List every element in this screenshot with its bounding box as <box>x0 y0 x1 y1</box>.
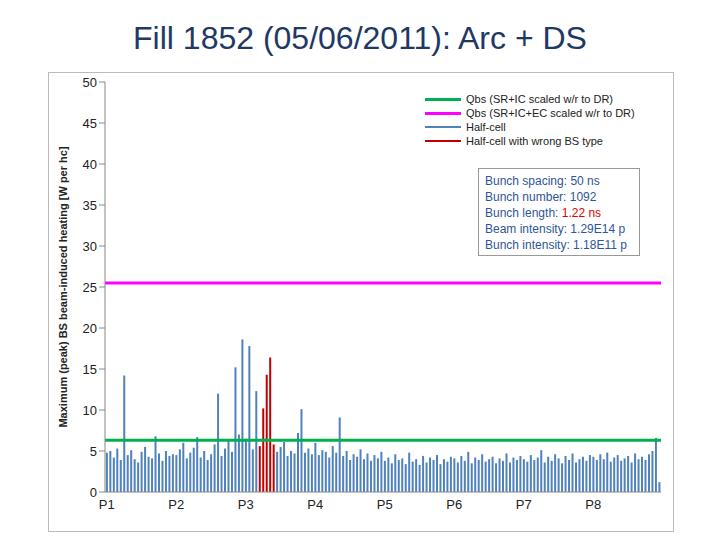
svg-text:30: 30 <box>83 239 97 254</box>
svg-text:5: 5 <box>90 444 97 459</box>
svg-text:P1: P1 <box>99 497 115 512</box>
svg-text:40: 40 <box>83 157 97 172</box>
html-text:Fill 1852 (05/06/2011): Arc +: Fill 1852 (05/06/2011): Arc + DS <box>133 20 587 56</box>
html-text:Qbs (SR+IC+EC scaled w/r to DR: Qbs (SR+IC+EC scaled w/r to DR) <box>466 107 635 119</box>
svg-text:0: 0 <box>90 485 97 500</box>
html-text:Beam intensity: 1.29E14 p: Beam intensity: 1.29E14 p <box>485 222 626 236</box>
svg-text:50: 50 <box>83 75 97 90</box>
html-text:Bunch intensity: 1.18E11 p: Bunch intensity: 1.18E11 p <box>485 238 627 252</box>
svg-text:10: 10 <box>83 403 97 418</box>
svg-text:P2: P2 <box>168 497 184 512</box>
svg-text:20: 20 <box>83 321 97 336</box>
svg-text:P8: P8 <box>585 497 601 512</box>
svg-text:25: 25 <box>83 280 97 295</box>
html-text:Bunch length: 1.22 ns: Bunch length: 1.22 ns <box>485 206 602 220</box>
html-text:Half-cell with wrong BS type: Half-cell with wrong BS type <box>466 135 603 147</box>
html-text:Bunch spacing: 50 ns: Bunch spacing: 50 ns <box>485 174 600 188</box>
svg-text:35: 35 <box>83 198 97 213</box>
svg-text:45: 45 <box>83 116 97 131</box>
svg-text:P4: P4 <box>307 497 323 512</box>
html-text:Qbs (SR+IC scaled w/r to DR): Qbs (SR+IC scaled w/r to DR) <box>466 93 613 105</box>
html-text:Bunch number: 1092: Bunch number: 1092 <box>485 190 597 204</box>
svg-text:P7: P7 <box>516 497 532 512</box>
svg-text:Maximum (peak) BS beam-induced: Maximum (peak) BS beam-induced heating [… <box>57 146 69 427</box>
svg-text:15: 15 <box>83 362 97 377</box>
svg-text:P5: P5 <box>377 497 393 512</box>
svg-text:P3: P3 <box>238 497 254 512</box>
svg-text:P6: P6 <box>446 497 462 512</box>
html-text:Half-cell: Half-cell <box>466 121 506 133</box>
